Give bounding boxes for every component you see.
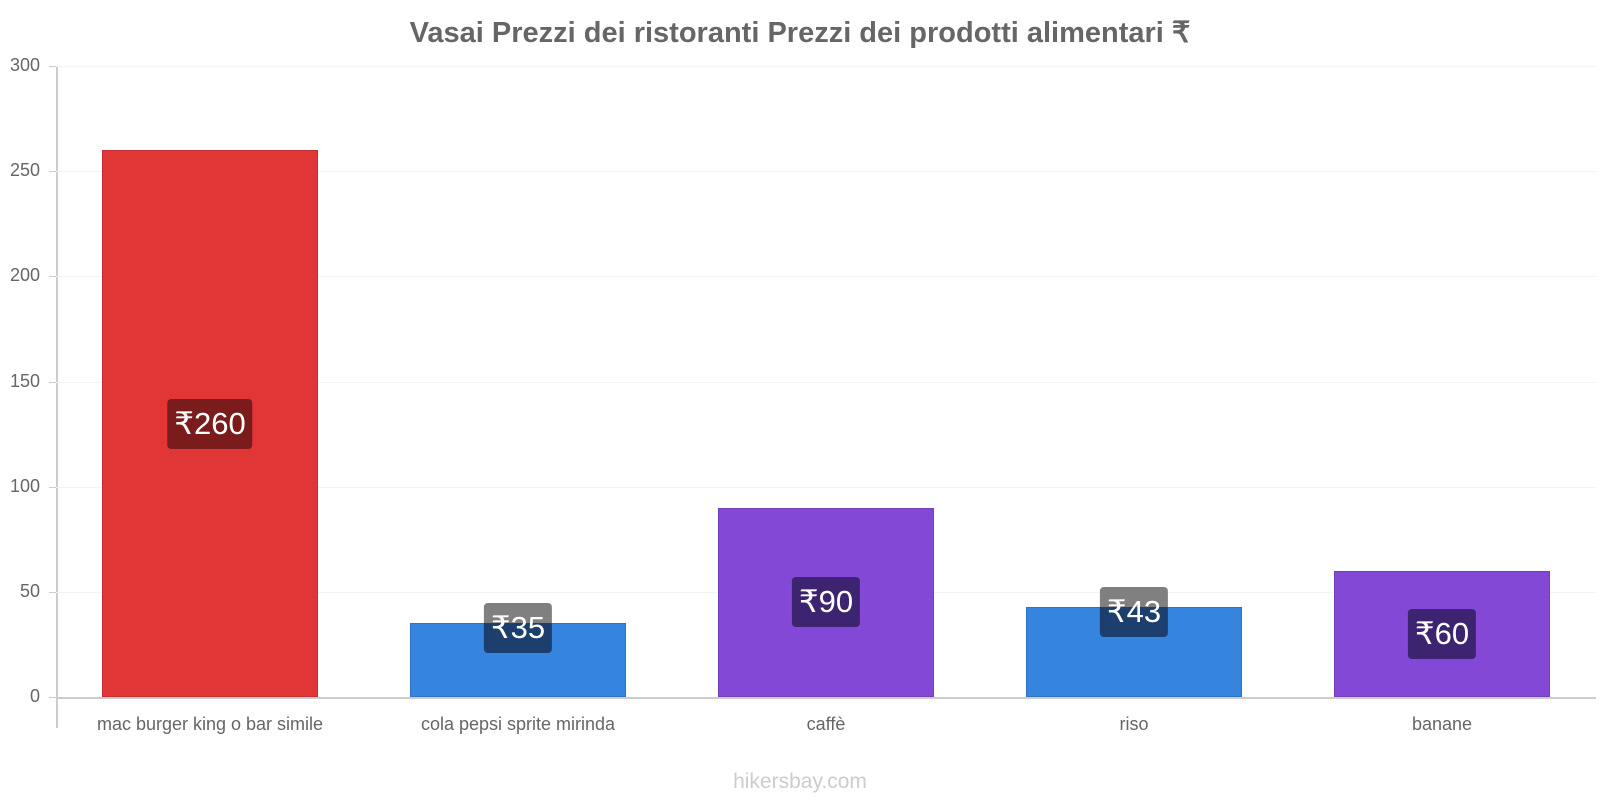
x-category-label: mac burger king o bar simile (96, 714, 324, 734)
x-category-label: banane (1411, 714, 1473, 734)
y-tick-label: 200 (9, 265, 40, 286)
y-tick-label: 150 (9, 370, 40, 391)
y-tick-mark (49, 697, 56, 698)
y-tick-mark (49, 171, 56, 173)
gridline (56, 381, 1596, 383)
watermark: hikersbay.com (733, 770, 867, 793)
y-tick-label: 0 (29, 686, 40, 706)
y-tick-label: 250 (9, 160, 40, 181)
gridline (56, 276, 1596, 278)
bar-value-label: ₹35 (483, 603, 553, 654)
y-tick-mark (49, 66, 56, 67)
y-tick-mark (49, 276, 56, 278)
gridline (56, 486, 1596, 488)
y-tick-mark (49, 591, 56, 593)
y-tick-label: 300 (9, 55, 40, 75)
chart-title: Vasai Prezzi dei ristoranti Prezzi dei p… (409, 17, 1191, 49)
gridline (56, 66, 1596, 67)
bar-value-label: ₹260 (167, 398, 253, 449)
gridline (56, 171, 1596, 173)
bar-value-label: ₹90 (791, 577, 861, 628)
y-tick-mark (49, 486, 56, 488)
bar-value-label: ₹60 (1407, 608, 1477, 659)
bar-value-label: ₹43 (1099, 586, 1169, 637)
x-category-label: cola pepsi sprite mirinda (420, 714, 616, 734)
y-axis-line (56, 66, 58, 728)
x-category-label: caffè (806, 714, 846, 734)
y-tick-label: 100 (9, 475, 40, 496)
x-axis-line (56, 697, 1596, 699)
y-tick-label: 50 (19, 580, 40, 601)
x-category-label: riso (1119, 714, 1149, 734)
y-tick-mark (49, 381, 56, 383)
